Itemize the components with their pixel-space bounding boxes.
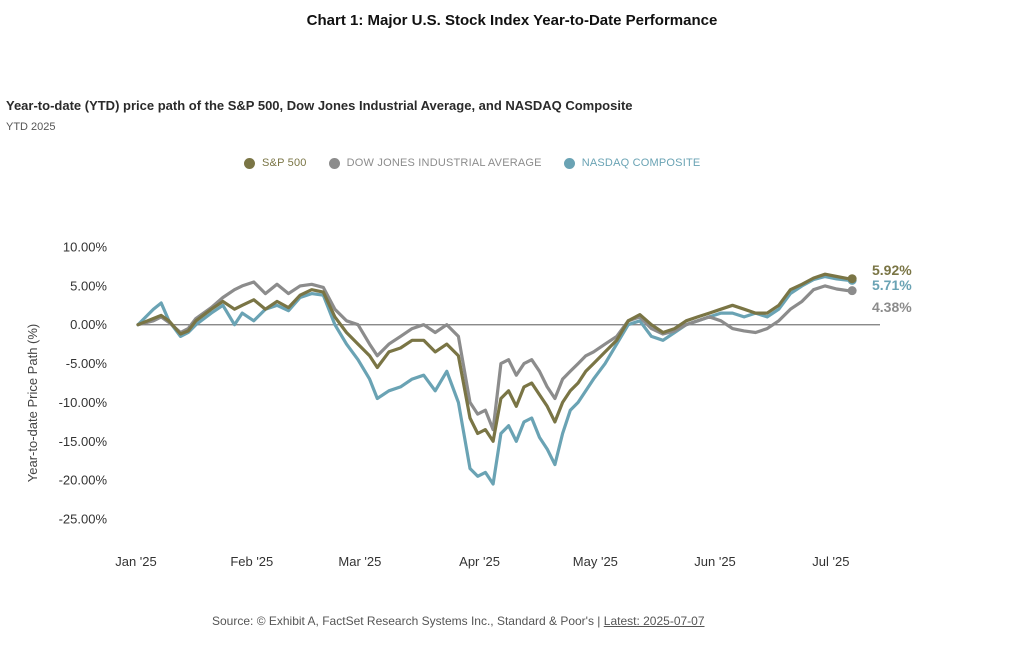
latest-date-link[interactable]: Latest: 2025-07-07 (603, 614, 705, 628)
legend-marker-sp500 (244, 157, 255, 169)
y-tick-label: -15.00% (59, 434, 108, 449)
end-label-dow: 4.38% (872, 299, 912, 315)
end-marker-dow (847, 286, 857, 296)
end-label-nasdaq: 5.71% (872, 277, 912, 293)
end-marker-sp500 (847, 274, 857, 284)
legend-item-dow: DOW JONES INDUSTRIAL AVERAGE (328, 157, 542, 169)
x-tick-label: Jul '25 (812, 554, 849, 569)
legend-item-nasdaq: NASDAQ COMPOSITE (563, 157, 701, 169)
y-axis-title: Year-to-date Price Path (%) (25, 324, 40, 482)
end-label-sp500: 5.92% (872, 262, 912, 278)
source-note: Source: © Exhibit A, FactSet Research Sy… (212, 614, 705, 628)
x-tick-label: Feb '25 (230, 554, 273, 569)
figure-caption: Chart 1: Major U.S. Stock Index Year-to-… (306, 12, 718, 29)
legend-label-nasdaq: NASDAQ COMPOSITE (581, 157, 701, 169)
source-text: Source: © Exhibit A, FactSet Research Sy… (212, 614, 604, 628)
series-line-dow (136, 280, 854, 432)
y-tick-label: -20.00% (59, 473, 108, 488)
legend-marker-nasdaq (563, 157, 575, 169)
legend-item-sp500: S&P 500 (244, 157, 307, 169)
x-tick-label: Apr '25 (459, 554, 500, 569)
x-tick-label: Jan '25 (115, 554, 157, 569)
chart-legend: S&P 500 DOW JONES INDUSTRIAL AVERAGE NAS… (244, 157, 700, 169)
x-tick-label: Jun '25 (694, 554, 736, 569)
chart-subtitle: YTD 2025 (6, 121, 56, 133)
legend-label-sp500: S&P 500 (262, 157, 307, 169)
chart-title: Year-to-date (YTD) price path of the S&P… (6, 98, 633, 113)
y-tick-label: 0.00% (70, 317, 107, 332)
x-tick-label: May '25 (573, 554, 618, 569)
y-tick-label: -25.00% (59, 512, 108, 527)
y-tick-label: -5.00% (66, 356, 108, 371)
legend-marker-dow (328, 157, 340, 169)
y-tick-label: 5.00% (70, 278, 107, 293)
series-line-sp500 (136, 272, 854, 443)
x-tick-label: Mar '25 (338, 554, 381, 569)
series-line-nasdaq (136, 274, 854, 486)
y-tick-label: -10.00% (59, 395, 108, 410)
legend-label-dow: DOW JONES INDUSTRIAL AVERAGE (346, 157, 542, 169)
y-tick-label: 10.00% (63, 240, 108, 255)
